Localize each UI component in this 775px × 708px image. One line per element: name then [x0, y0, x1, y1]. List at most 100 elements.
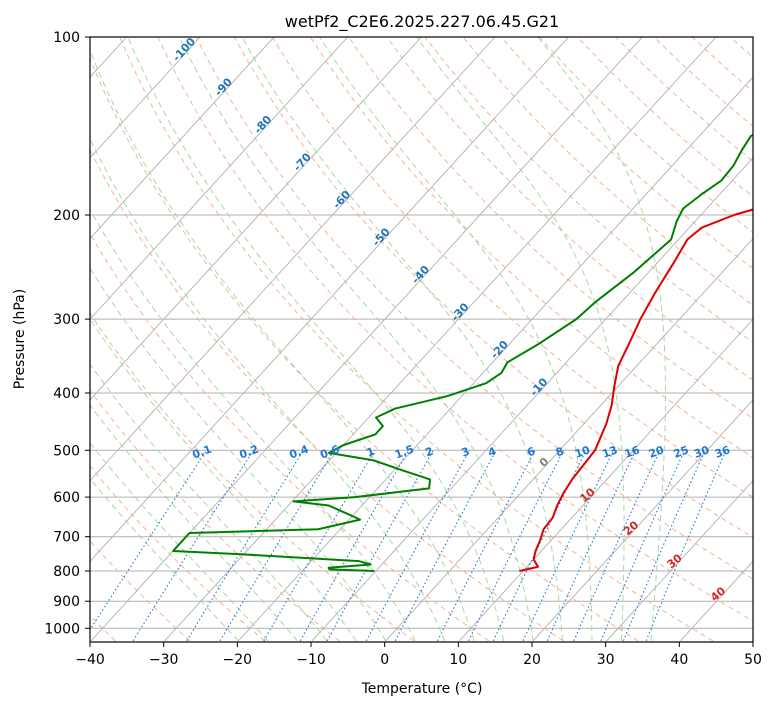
mixing-ratio-line: [326, 450, 434, 642]
background-lines: [90, 37, 775, 642]
moist-adiabat-line: [319, 37, 593, 641]
dry-adiabat-line: [386, 37, 753, 381]
chart-title: wetPf2_C2E6.2025.227.06.45.G21: [285, 12, 559, 32]
isotherm-line: [238, 76, 753, 642]
mixing-ratio-line: [645, 450, 727, 642]
moist-adiabat-line: [416, 37, 625, 641]
y-tick-label: 500: [53, 443, 80, 459]
isotherm-line: [90, 37, 201, 159]
mixing-ratio-line: [365, 450, 471, 642]
dry-adiabat-line: [348, 37, 753, 420]
mixing-ratio-label: 0.4: [288, 443, 311, 462]
isotherm-line: [164, 37, 717, 642]
mixing-ratio-label: 6: [525, 445, 537, 460]
mixing-ratio-label: 3: [460, 445, 472, 460]
y-tick-label: 700: [53, 530, 80, 546]
dry-adiabat-line: [90, 232, 489, 642]
y-tick-label: 1000: [44, 621, 80, 637]
mixing-ratio-line: [468, 450, 565, 642]
x-tick-label: −20: [223, 652, 253, 668]
y-tick-label: 200: [53, 208, 80, 224]
dry-adiabat-line: [90, 148, 564, 642]
dry-adiabat-line: [90, 312, 415, 642]
mixing-ratio-line: [573, 450, 661, 642]
mixing-ratio-label: 13: [600, 443, 619, 460]
y-tick-label: 600: [53, 490, 80, 506]
mixing-ratio-line: [186, 450, 304, 642]
mixing-ratio-label: 1.5: [393, 443, 416, 462]
isotherm-line: [90, 37, 570, 562]
moist-adiabat-line: [241, 37, 564, 641]
mixing-ratio-label: 0.6: [319, 443, 342, 462]
moist-adiabat-line: [90, 318, 357, 642]
moist-adiabat-line: [90, 363, 328, 642]
dry-adiabat-line: [90, 465, 265, 642]
isotherm-line: [754, 37, 775, 641]
mixing-ratio-line: [622, 450, 706, 642]
moist-adiabat-line: [537, 37, 666, 641]
x-tick-label: −10: [296, 652, 326, 668]
dry-adiabat-line: [195, 37, 753, 580]
profile-series-line: [519, 208, 753, 572]
y-tick-label: 400: [53, 386, 80, 402]
moist-adiabat-line: [90, 49, 475, 641]
moist-adiabat-line: [90, 404, 298, 642]
mixing-ratio-label: 36: [713, 443, 732, 461]
isotherm-line: [459, 318, 753, 642]
isotherm-line: [90, 37, 275, 240]
moist-adiabat-line: [90, 442, 269, 642]
x-tick-label: −30: [149, 652, 179, 668]
isotherm-line: [90, 37, 496, 482]
x-tick-label: 50: [744, 652, 762, 668]
mixing-ratio-label: 0.1: [191, 443, 214, 462]
isotherm-line: [90, 37, 422, 401]
profile-lines: [172, 133, 753, 572]
dry-adiabat-line: [768, 37, 775, 641]
x-tick-label: 40: [670, 652, 688, 668]
mixing-ratio-label: 25: [672, 443, 691, 460]
mixing-ratio-label: 1: [365, 445, 377, 460]
x-tick-label: 20: [523, 652, 541, 668]
moist-adiabat-line: [90, 208, 416, 642]
isotherm-line: [385, 237, 753, 642]
plot-frame: [89, 36, 754, 643]
plot-background: [90, 37, 753, 642]
moist-adiabat-line: [178, 37, 534, 641]
moist-adiabat-line: [127, 37, 505, 641]
x-tick-label: 30: [597, 652, 615, 668]
y-tick-label: 900: [53, 594, 80, 610]
isotherm-line: [532, 399, 753, 642]
y-axis-label: Pressure (hPa): [12, 289, 28, 389]
dry-adiabat-line: [271, 37, 753, 498]
mixing-ratio-label: 20: [647, 443, 666, 461]
x-tick-label: −40: [75, 652, 105, 668]
isotherm-line: [90, 37, 349, 320]
mixing-ratio-label: 0.2: [238, 443, 261, 462]
mixing-ratio-line: [600, 450, 686, 642]
mixing-ratio-label: 30: [692, 443, 711, 461]
mixing-ratio-label: 8: [554, 445, 566, 460]
axis-ticks: −40 −30 −20 −10 0 10 20 30 40 5010020030040050060…: [44, 30, 762, 668]
moist-adiabat-line: [90, 267, 387, 642]
x-tick-label: 10: [449, 652, 467, 668]
moist-adiabat-line: [90, 137, 446, 642]
dry-adiabat-line: [157, 37, 753, 622]
mixing-ratio-label: 10: [573, 443, 592, 461]
x-axis-label: Temperature (°C): [361, 681, 483, 697]
y-tick-label: 800: [53, 564, 80, 580]
dry-adiabat-line: [462, 37, 753, 306]
isotherm-line: [311, 157, 753, 642]
y-tick-label: 100: [53, 30, 80, 46]
mixing-ratio-line: [90, 449, 208, 631]
x-tick-label: 0: [380, 652, 389, 668]
mixing-ratio-label: 2: [423, 445, 435, 460]
y-tick-label: 300: [53, 312, 80, 328]
mixing-ratio-line: [436, 450, 536, 642]
dry-adiabat-line: [233, 37, 753, 539]
moist-adiabat-line: [90, 477, 239, 642]
profile-series-line: [172, 133, 753, 572]
isotherm-line: [606, 479, 753, 642]
mixing-ratio-label: 4: [486, 445, 498, 460]
mixing-ratio-label: 16: [623, 443, 642, 461]
